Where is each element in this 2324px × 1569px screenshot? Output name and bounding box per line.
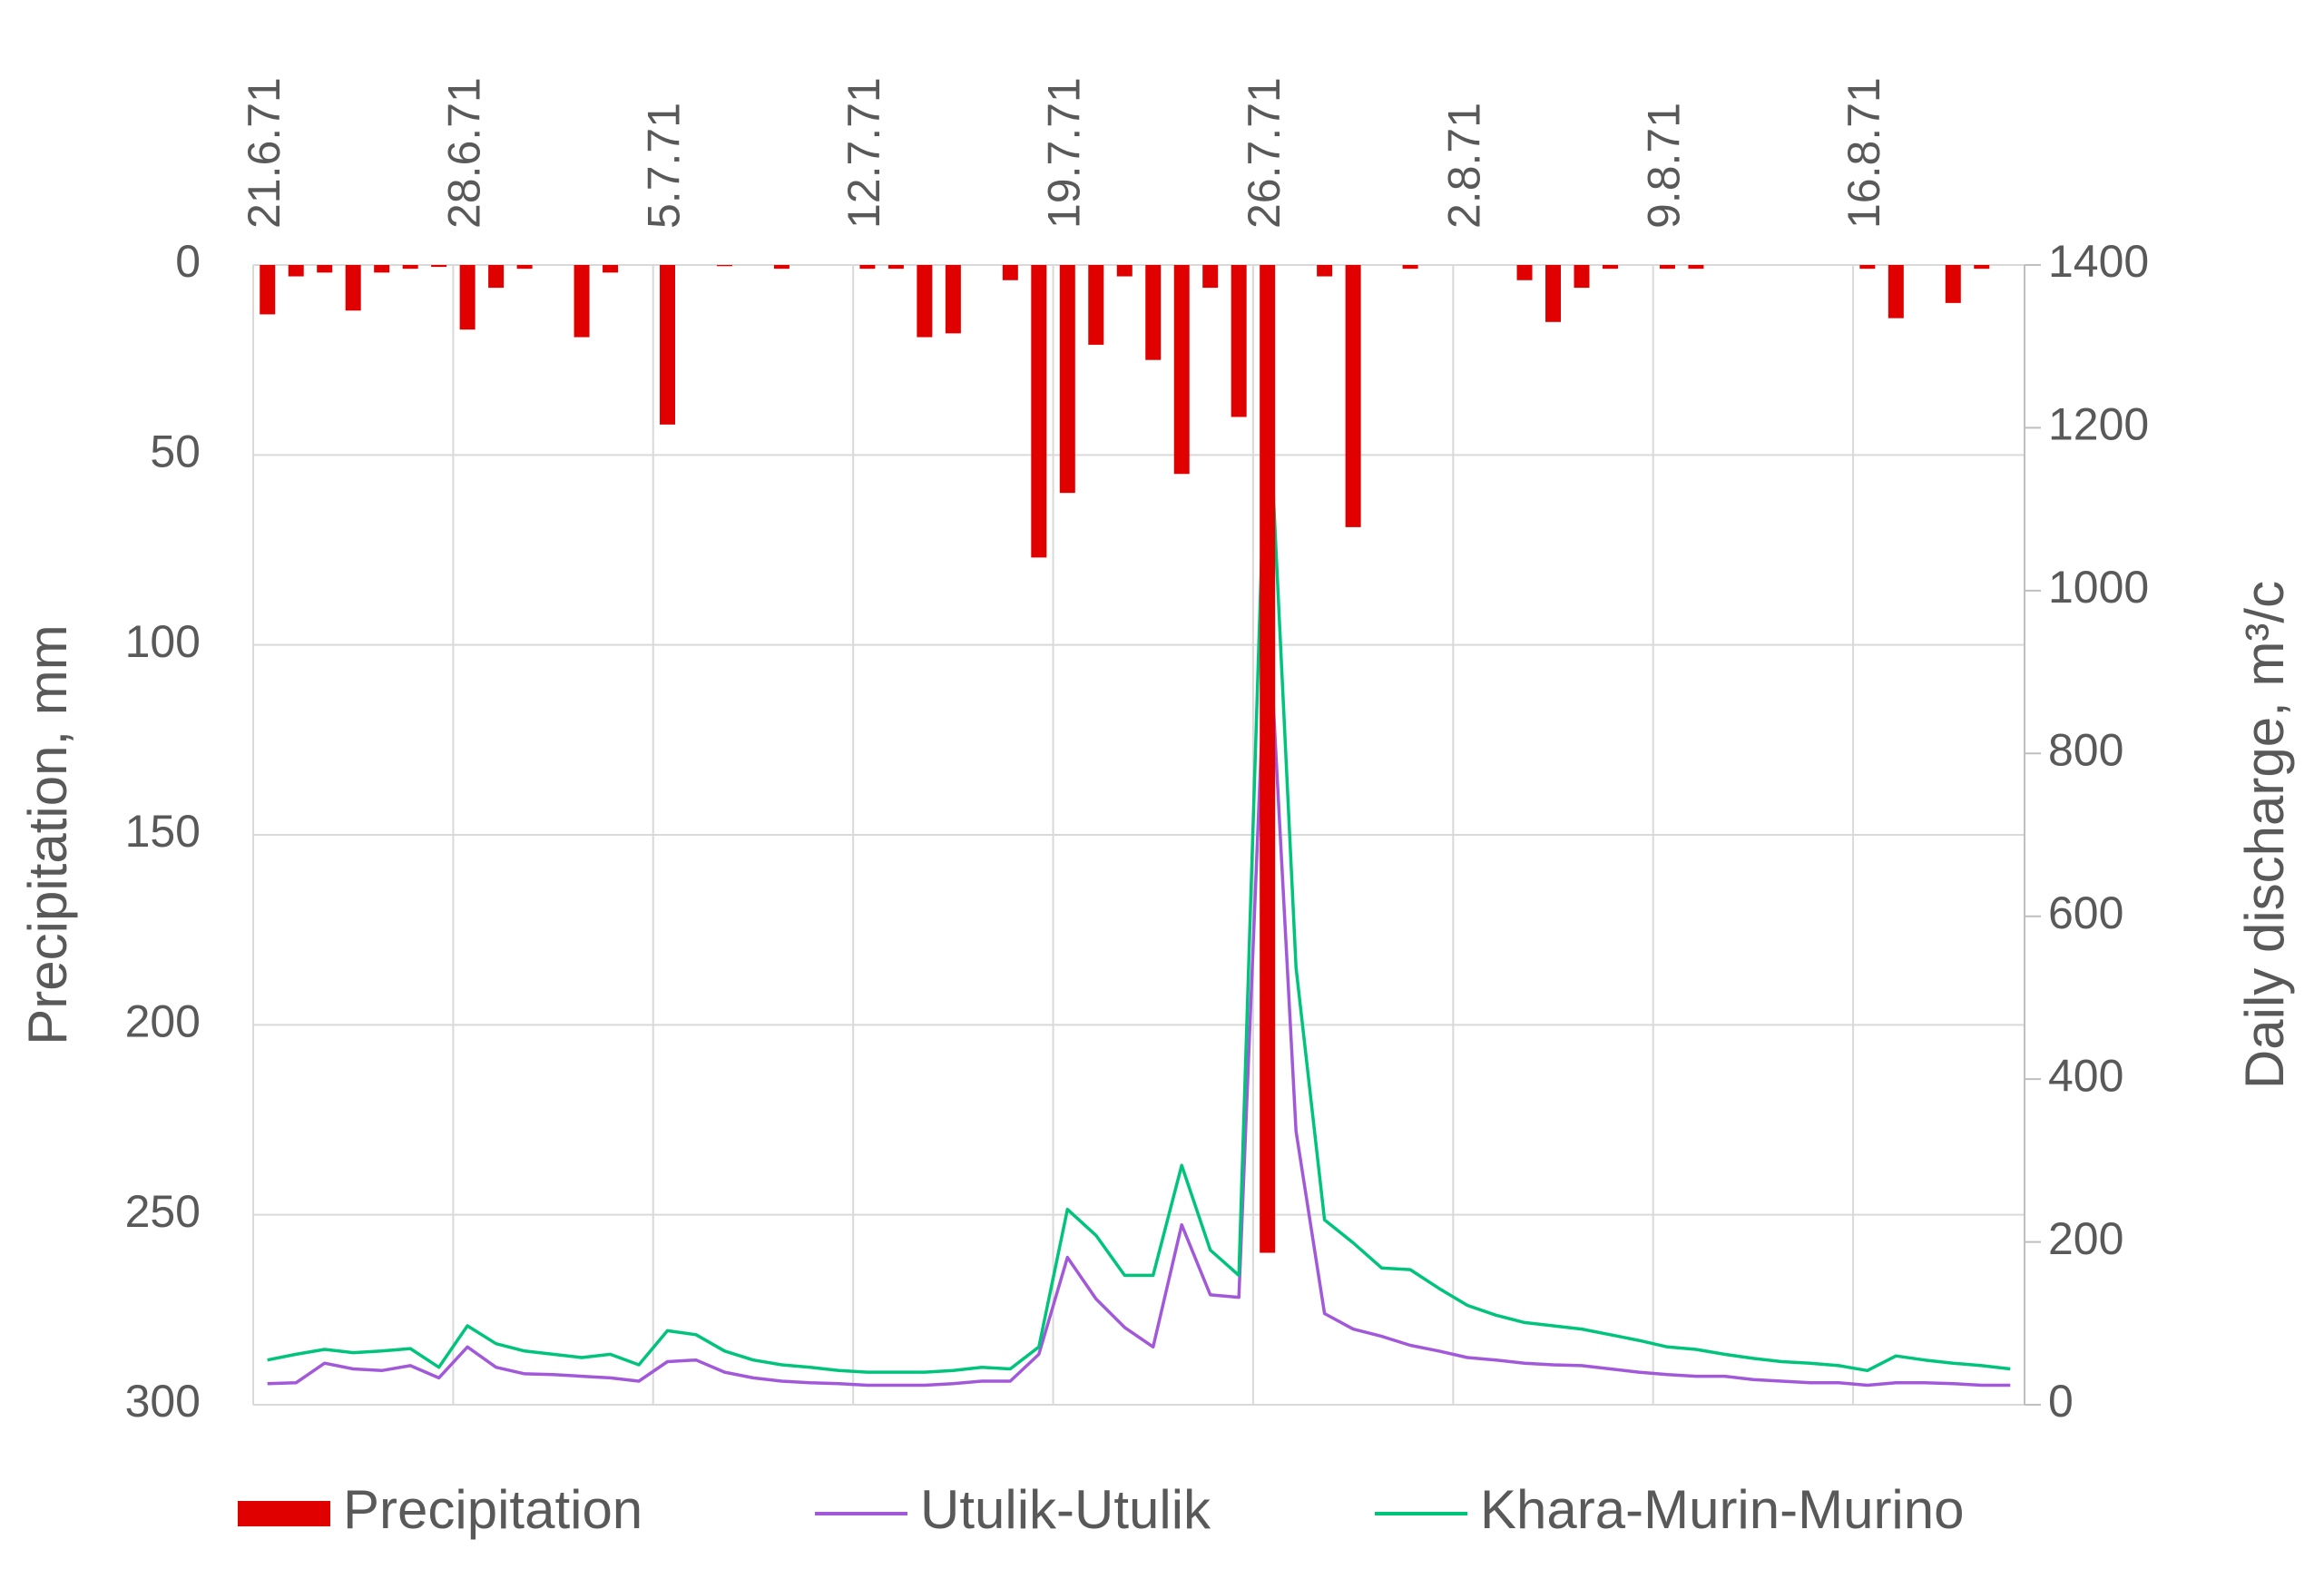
bar bbox=[1659, 265, 1675, 270]
y2-tick-label: 1200 bbox=[2048, 399, 2149, 450]
y-tick-label: 0 bbox=[175, 236, 201, 287]
y2-tick-label: 600 bbox=[2048, 887, 2123, 938]
line bbox=[267, 593, 2011, 1388]
bar bbox=[716, 265, 732, 267]
legend-label: Utulik-Utulik bbox=[920, 1479, 1211, 1540]
bar bbox=[1945, 265, 1961, 303]
x-tick-label: 19.7.71 bbox=[1038, 77, 1089, 229]
y2-tick-label: 800 bbox=[2048, 724, 2123, 775]
y-tick-label: 150 bbox=[125, 806, 201, 857]
bar bbox=[260, 265, 276, 315]
bar bbox=[488, 265, 505, 289]
y-tick-label: 250 bbox=[125, 1186, 201, 1237]
bar bbox=[1888, 265, 1904, 319]
y2-tick-label: 1400 bbox=[2048, 236, 2149, 287]
bar bbox=[1116, 265, 1133, 277]
bar bbox=[1545, 265, 1562, 322]
bar bbox=[1516, 265, 1533, 280]
x-tick-label: 16.8.71 bbox=[1839, 77, 1889, 229]
x-tick-label: 28.6.71 bbox=[438, 77, 489, 229]
bar bbox=[1059, 265, 1075, 494]
x-tick-label: 9.8.71 bbox=[1639, 103, 1690, 229]
bar bbox=[1402, 265, 1418, 270]
bar bbox=[288, 265, 304, 277]
bar bbox=[1002, 265, 1018, 280]
y2-tick-label: 200 bbox=[2048, 1213, 2123, 1264]
y2-tick-label: 400 bbox=[2048, 1050, 2123, 1101]
bar bbox=[402, 265, 418, 270]
y-tick-label: 300 bbox=[125, 1376, 201, 1427]
y-axis-label: Precipitation, mm bbox=[17, 624, 78, 1044]
bar bbox=[887, 265, 904, 270]
y-tick-label: 100 bbox=[125, 616, 201, 667]
bar bbox=[1145, 265, 1162, 360]
y-tick-label: 50 bbox=[150, 427, 201, 477]
x-tick-label: 5.7.71 bbox=[639, 103, 690, 229]
bar bbox=[431, 265, 447, 268]
bar bbox=[345, 265, 361, 311]
bar bbox=[1173, 265, 1190, 475]
y2-tick-label: 0 bbox=[2048, 1376, 2074, 1427]
bar bbox=[1202, 265, 1219, 289]
bar bbox=[574, 265, 590, 338]
y2-tick-label: 1000 bbox=[2048, 562, 2149, 613]
bar bbox=[1574, 265, 1590, 289]
bar bbox=[317, 265, 333, 273]
bar bbox=[859, 265, 876, 270]
bar bbox=[603, 265, 619, 273]
legend-label: Precipitation bbox=[343, 1479, 642, 1540]
x-tick-label: 12.7.71 bbox=[838, 77, 889, 229]
y-tick-label: 200 bbox=[125, 996, 201, 1047]
legend-label: Khara-Murin-Murino bbox=[1480, 1479, 1965, 1540]
bar bbox=[660, 265, 676, 425]
bar bbox=[374, 265, 390, 273]
bar bbox=[945, 265, 961, 334]
bar bbox=[1859, 265, 1876, 270]
bar bbox=[1974, 265, 1990, 270]
bar bbox=[1345, 265, 1361, 527]
bar bbox=[1231, 265, 1247, 417]
bar bbox=[1260, 265, 1276, 1253]
legend-swatch bbox=[238, 1501, 330, 1526]
bar bbox=[1317, 265, 1333, 277]
line bbox=[267, 369, 2011, 1374]
bar bbox=[1688, 265, 1704, 270]
bar bbox=[917, 265, 933, 338]
bar bbox=[1602, 265, 1618, 270]
bar bbox=[459, 265, 476, 330]
bar bbox=[773, 265, 789, 270]
x-tick-label: 21.6.71 bbox=[239, 77, 289, 229]
x-tick-label: 2.8.71 bbox=[1438, 103, 1489, 229]
x-tick-label: 26.7.71 bbox=[1239, 77, 1289, 229]
bar bbox=[516, 265, 533, 270]
y2-axis-label: Daily discharge, m³/c bbox=[2234, 581, 2295, 1089]
bar bbox=[1088, 265, 1104, 345]
bar bbox=[1031, 265, 1047, 558]
